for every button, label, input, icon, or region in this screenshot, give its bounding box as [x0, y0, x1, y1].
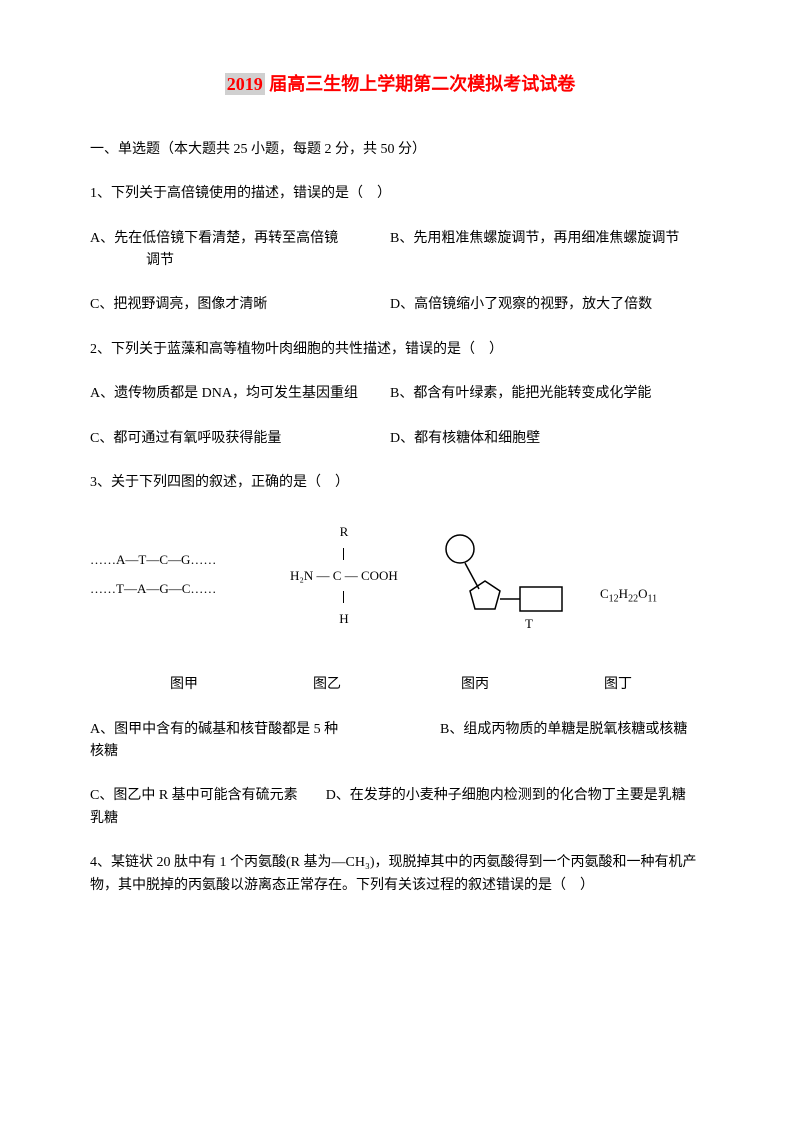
q2-row-cd: C、都可通过有氧呼吸获得能量 D、都有核糖体和细胞壁 — [90, 428, 710, 450]
q1-opt-d: D、高倍镜缩小了观察的视野，放大了倍数 — [390, 294, 710, 316]
jia-line2: ……T—A—G—C…… — [90, 575, 216, 604]
q1-opt-b-cont: 调节 — [90, 250, 710, 272]
title-rest: 届高三生物上学期第二次模拟考试试卷 — [265, 74, 576, 94]
q3-opt-c: C、图乙中 R 基中可能含有硫元素 — [90, 788, 298, 803]
page-title: 2019 届高三生物上学期第二次模拟考试试卷 — [90, 70, 710, 99]
q3-opt-b-cont: 核糖 — [90, 741, 710, 763]
label-jia: 图甲 — [170, 674, 198, 696]
q2-row-ab: A、遗传物质都是 DNA，均可发生基因重组 B、都含有叶绿素，能把光能转变成化学… — [90, 383, 710, 405]
q2-opt-c: C、都可通过有氧呼吸获得能量 — [90, 428, 390, 450]
q1-row-ab: A、先在低倍镜下看清楚，再转至高倍镜 B、先用粗准焦螺旋调节，再用细准焦螺旋调节 — [90, 228, 710, 250]
label-bing: 图丙 — [461, 674, 489, 696]
diagram-jia: ……A—T—C—G…… ……T—A—G—C…… — [90, 546, 216, 603]
q4-stem: 4、某链状 20 肽中有 1 个丙氨酸(R 基为—CH₃)，现脱掉其中的丙氨酸得… — [90, 852, 710, 897]
jia-line1: ……A—T—C—G…… — [90, 546, 216, 575]
label-yi: 图乙 — [313, 674, 341, 696]
yi-mid: H₂N — C — COOH — [290, 560, 398, 591]
q3-opt-b: B、组成丙物质的单糖是脱氧核糖或核糖 — [440, 719, 710, 741]
diagram-labels: 图甲 图乙 图丙 图丁 — [90, 674, 710, 696]
q2-opt-d: D、都有核糖体和细胞壁 — [390, 428, 710, 450]
label-ding: 图丁 — [604, 674, 632, 696]
q2-opt-b: B、都含有叶绿素，能把光能转变成化学能 — [390, 383, 710, 405]
yi-h: H — [290, 603, 398, 634]
yi-bond1 — [343, 548, 344, 560]
q1-opt-a: A、先在低倍镜下看清楚，再转至高倍镜 — [90, 228, 390, 250]
bing-rect — [520, 587, 562, 611]
q3-opt-a: A、图甲中含有的碱基和核苷酸都是 5 种 — [90, 719, 440, 741]
q1-opt-b: B、先用粗准焦螺旋调节，再用细准焦螺旋调节 — [390, 228, 710, 250]
q1-opt-c: C、把视野调亮，图像才清晰 — [90, 294, 390, 316]
q3-stem: 3、关于下列四图的叙述，正确的是（ ） — [90, 472, 710, 494]
yi-bond2 — [343, 591, 344, 603]
q3-row-cd: C、图乙中 R 基中可能含有硫元素 D、在发芽的小麦种子细胞内检测到的化合物丁主… — [90, 785, 710, 807]
diagram-yi: R H₂N — C — COOH H — [290, 516, 398, 634]
q3-opt-d: D、在发芽的小麦种子细胞内检测到的化合物丁主要是乳糖 — [326, 788, 686, 803]
bing-pentagon — [470, 581, 500, 609]
q3-opt-d-cont: 乳糖 — [90, 808, 710, 830]
bing-label-t: T — [525, 614, 533, 635]
bing-circle — [446, 535, 474, 563]
title-highlight: 2019 — [225, 73, 265, 95]
q1-row-cd: C、把视野调亮，图像才清晰 D、高倍镜缩小了观察的视野，放大了倍数 — [90, 294, 710, 316]
q2-opt-a: A、遗传物质都是 DNA，均可发生基因重组 — [90, 383, 390, 405]
yi-r: R — [290, 516, 398, 547]
section-header: 一、单选题（本大题共 25 小题，每题 2 分，共 50 分） — [90, 139, 710, 161]
q3-row-ab: A、图甲中含有的碱基和核苷酸都是 5 种 B、组成丙物质的单糖是脱氧核糖或核糖 — [90, 719, 710, 741]
q2-stem: 2、下列关于蓝藻和高等植物叶肉细胞的共性描述，错误的是（ ） — [90, 339, 710, 361]
q3-diagrams: ……A—T—C—G…… ……T—A—G—C…… R H₂N — C — COOH… — [90, 516, 710, 666]
bing-line1 — [465, 563, 479, 589]
diagram-bing — [415, 531, 575, 631]
diagram-ding: C12H22O11 — [600, 584, 657, 608]
q1-stem: 1、下列关于高倍镜使用的描述，错误的是（ ） — [90, 183, 710, 205]
